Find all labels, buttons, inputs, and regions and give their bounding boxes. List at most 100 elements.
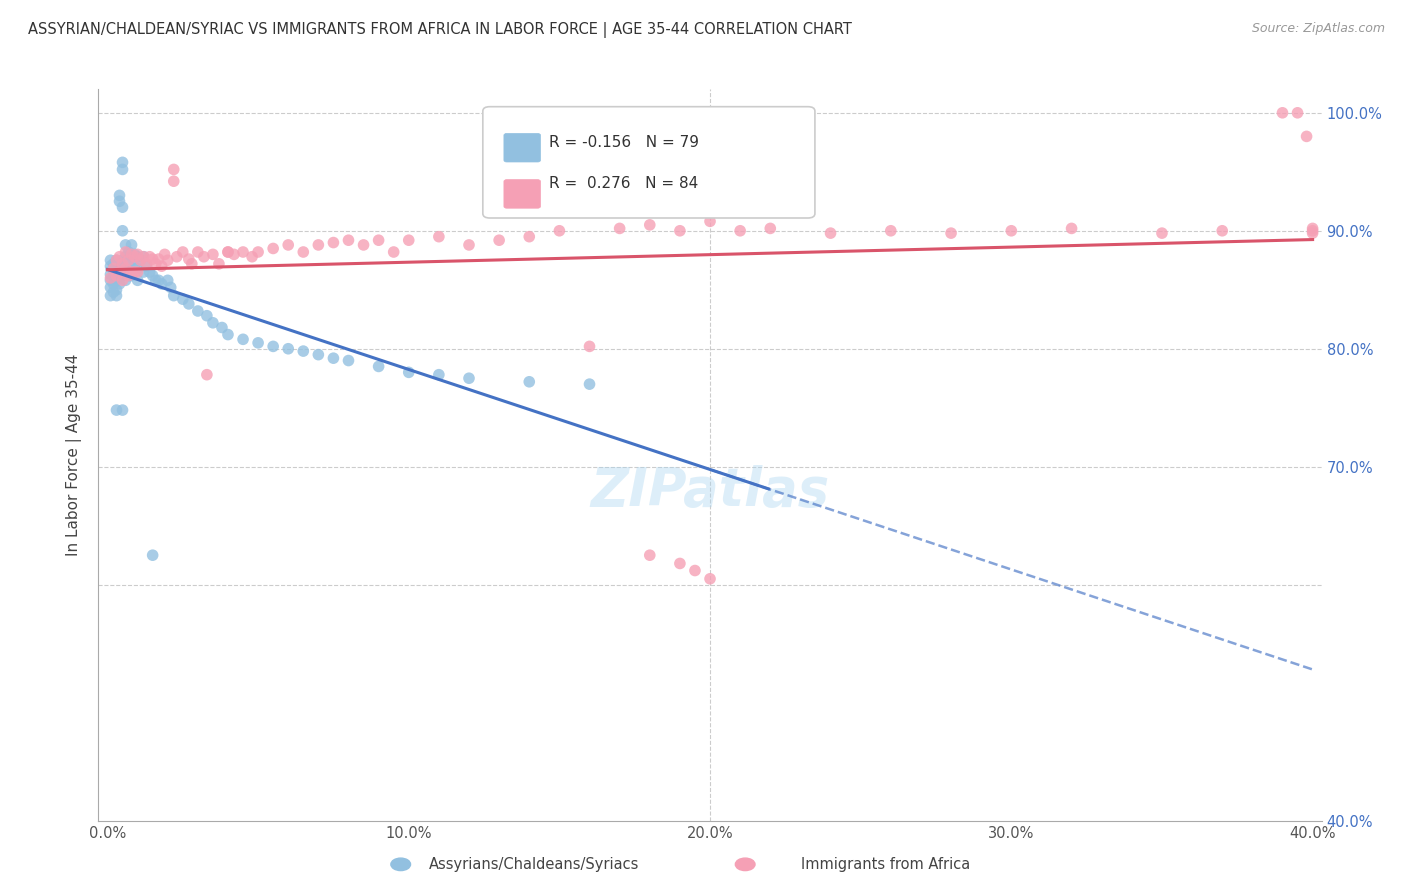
Point: [217, 245, 239, 260]
Point: [247, 335, 270, 350]
Point: [135, 257, 157, 271]
Point: [103, 268, 125, 283]
Point: [638, 548, 661, 562]
Point: [367, 359, 389, 374]
Point: [145, 257, 167, 271]
Point: [114, 245, 136, 260]
Point: [103, 277, 125, 291]
Point: [156, 253, 179, 268]
Point: [129, 253, 152, 268]
Point: [145, 273, 167, 287]
Point: [187, 304, 209, 318]
Point: [108, 265, 131, 279]
Point: [488, 233, 510, 247]
Point: [100, 288, 122, 302]
Point: [108, 188, 131, 202]
Point: [307, 238, 329, 252]
Point: [111, 162, 134, 177]
Point: [262, 339, 284, 353]
Point: [103, 257, 125, 271]
Point: [142, 252, 165, 266]
Point: [172, 245, 194, 260]
Point: [132, 265, 155, 279]
Point: [232, 332, 254, 346]
Point: [105, 273, 128, 287]
Point: [100, 280, 122, 294]
Point: [108, 268, 131, 283]
Point: [337, 233, 360, 247]
Point: [114, 261, 136, 276]
Point: [117, 268, 139, 283]
Point: [1150, 226, 1173, 240]
Point: [117, 268, 139, 283]
Point: [150, 259, 173, 273]
Point: [100, 273, 122, 287]
Point: [1295, 129, 1317, 144]
Point: [307, 348, 329, 362]
Text: Immigrants from Africa: Immigrants from Africa: [801, 857, 970, 872]
Point: [578, 339, 600, 353]
Point: [277, 342, 299, 356]
Point: [111, 403, 134, 417]
Point: [114, 261, 136, 276]
Point: [108, 259, 131, 273]
Point: [240, 250, 263, 264]
Point: [163, 162, 186, 177]
Point: [195, 368, 218, 382]
Point: [208, 257, 231, 271]
Point: [114, 238, 136, 252]
Point: [100, 259, 122, 273]
Point: [683, 564, 706, 578]
Point: [111, 253, 134, 268]
Point: [367, 233, 389, 247]
Point: [222, 247, 245, 261]
Point: [111, 268, 134, 283]
Point: [121, 268, 143, 283]
Point: [121, 253, 143, 268]
Point: [127, 261, 149, 276]
Point: [201, 316, 224, 330]
Point: [669, 224, 692, 238]
Point: [132, 250, 155, 264]
Point: [121, 238, 143, 252]
Point: [105, 259, 128, 273]
Point: [103, 261, 125, 276]
Point: [124, 261, 146, 276]
Text: ZIPatlas: ZIPatlas: [591, 466, 830, 517]
Point: [201, 247, 224, 261]
Point: [1000, 224, 1022, 238]
Point: [217, 245, 239, 260]
Point: [121, 247, 143, 261]
Point: [148, 273, 170, 287]
Point: [153, 247, 176, 261]
Point: [1302, 221, 1324, 235]
Point: [117, 253, 139, 268]
Point: [163, 174, 186, 188]
Text: R =  0.276   N = 84: R = 0.276 N = 84: [548, 177, 699, 192]
Point: [105, 253, 128, 268]
Point: [638, 218, 661, 232]
Point: [142, 548, 165, 562]
Point: [322, 351, 344, 366]
Text: Assyrians/Chaldeans/Syriacs: Assyrians/Chaldeans/Syriacs: [429, 857, 640, 872]
Point: [105, 403, 128, 417]
Point: [127, 247, 149, 261]
Point: [108, 194, 131, 209]
Point: [100, 271, 122, 285]
Point: [163, 288, 186, 302]
Point: [458, 371, 481, 385]
Point: [1286, 105, 1309, 120]
Point: [609, 221, 631, 235]
Point: [247, 245, 270, 260]
Point: [1271, 105, 1294, 120]
Point: [124, 250, 146, 264]
Point: [232, 245, 254, 260]
Point: [105, 268, 128, 283]
Point: [148, 252, 170, 266]
Text: Source: ZipAtlas.com: Source: ZipAtlas.com: [1251, 22, 1385, 36]
Point: [117, 245, 139, 260]
Point: [699, 214, 721, 228]
Point: [759, 221, 782, 235]
Point: [292, 344, 315, 359]
Point: [150, 277, 173, 291]
